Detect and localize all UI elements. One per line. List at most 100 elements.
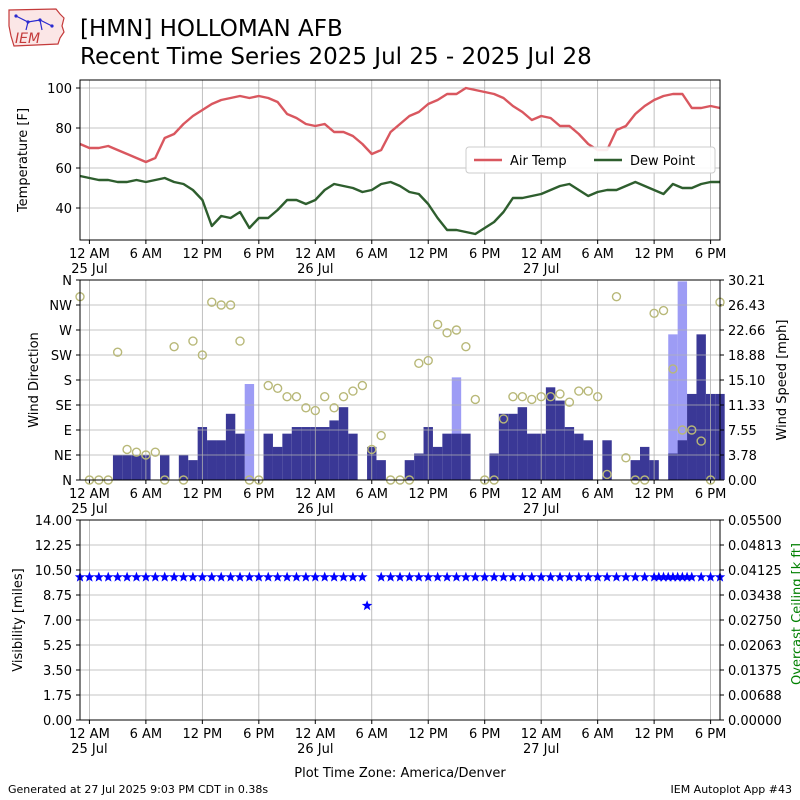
visibility-panel-x-tick-label: 6 PM [469,727,500,742]
visibility-marker [517,571,528,582]
wind-speed-bar [640,446,650,480]
visibility-marker [385,571,396,582]
wind-direction-marker [677,425,688,435]
wind-speed-bar [564,427,575,480]
visibility-tick-label: 7.00 [43,614,72,629]
wind-direction-marker [197,350,208,360]
visibility-marker [244,571,255,582]
temp-panel-x-tick-label: 12 PM [408,247,448,262]
wind-direction-axis-label: Wind Direction [27,332,42,428]
visibility-marker [93,571,105,582]
wind-panel-x-tick-label: 12 AM [69,487,110,502]
visibility-marker [319,571,330,582]
visibility-marker [667,571,679,582]
visibility-marker [677,571,688,582]
visibility-marker [564,571,575,582]
wind-speed-bar [574,433,584,480]
visibility-marker [187,571,199,582]
visibility-panel-x-date-label: 25 Jul [71,742,107,757]
wind-direction-marker [414,358,424,369]
visibility-marker [253,571,265,582]
wind-speed-bar [545,387,556,480]
wind-speed-bar [432,446,443,480]
wind-panel-x-tick-label: 6 AM [356,487,389,502]
wind-speed-tick-label: 15.10 [728,374,765,389]
logo-text: IEM [15,31,40,47]
wind-direction-marker [310,405,320,416]
visibility-panel-x-tick-label: 12 AM [295,727,336,742]
wind-speed-bar [329,420,339,480]
wind-direction-marker [527,394,537,405]
wind-direction-marker [216,300,226,310]
wind-direction-tick-label: S [64,374,72,389]
temp-y-tick-label: 100 [47,82,72,97]
visibility-marker [451,571,462,582]
visibility-marker [413,571,425,582]
wind-speed-tick-label: 0.00 [728,474,757,489]
temp-y-tick-label: 60 [55,162,72,177]
wind-direction-marker [272,383,283,394]
wind-direction-marker [592,391,603,402]
wind-direction-marker [517,391,528,402]
visibility-marker [535,571,547,582]
ceiling-tick-label: 0.05500 [728,514,782,529]
wind-direction-marker [649,308,659,319]
wind-direction-marker [348,386,358,396]
wind-panel-x-date-label: 25 Jul [71,502,107,517]
wind-direction-marker [555,389,565,399]
wind-direction-marker [263,380,273,391]
visibility-panel-x-tick-label: 6 AM [356,727,389,742]
wind-direction-marker [207,297,217,307]
ceiling-tick-label: 0.02063 [728,639,782,654]
wind-panel-x-tick-label: 12 AM [295,487,336,502]
wind-direction-marker [291,391,302,402]
visibility-marker [178,571,189,582]
wind-direction-marker [320,391,330,402]
visibility-marker [686,571,697,582]
temp-panel-x-tick-label: 12 AM [69,247,110,262]
wind-direction-marker [169,341,179,352]
wind-direction-marker [611,291,622,302]
wind-gust-bar [668,334,678,480]
temp-panel-x-date-label: 25 Jul [71,262,107,277]
wind-speed-tick-label: 26.43 [728,299,765,314]
visibility-marker [583,571,594,582]
visibility-marker [423,571,434,582]
visibility-marker [215,571,227,582]
wind-panel-x-tick-label: 6 PM [469,487,500,502]
wind-speed-bar [461,433,471,480]
wind-panel-x-tick-label: 12 AM [521,487,562,502]
temp-legend-box [465,146,716,174]
wind-panel-frame [79,279,721,481]
wind-direction-marker [150,447,160,457]
wind-direction-marker [583,386,593,396]
wind-panel-x-tick-label: 6 PM [695,487,726,502]
visibility-marker [601,571,613,582]
wind-speed-bar [696,334,706,480]
wind-speed-bar [489,453,499,480]
visibility-marker [573,571,585,582]
ceiling-tick-label: 0.03438 [728,589,782,604]
visibility-marker [592,571,603,582]
wind-direction-marker [367,444,377,455]
temp-panel-x-date-label: 26 Jul [297,262,333,277]
visibility-marker [705,571,716,582]
temp-panel-x-tick-label: 12 PM [182,247,222,262]
temp-y-axis-label: Temperature [F] [16,108,31,213]
wind-gust-bar [677,281,688,480]
visibility-marker [404,571,415,582]
temp-panel-x-tick-label: 6 PM [243,247,274,262]
visibility-marker [695,571,707,582]
air-temp-line [79,86,721,164]
visibility-marker [84,571,95,582]
visibility-marker [347,571,359,582]
visibility-axis-label: Visibility [miles] [11,568,26,671]
wind-speed-bar [131,454,142,480]
wind-speed-axis-label: Wind Speed [mph] [775,320,790,441]
visibility-panel-x-tick-label: 6 AM [130,727,163,742]
visibility-marker [648,571,660,582]
visibility-panel-x-date-label: 27 Jul [523,742,559,757]
temp-panel-x-tick-label: 12 AM [521,247,562,262]
wind-speed-bar [677,440,688,480]
wind-direction-marker [188,336,198,346]
